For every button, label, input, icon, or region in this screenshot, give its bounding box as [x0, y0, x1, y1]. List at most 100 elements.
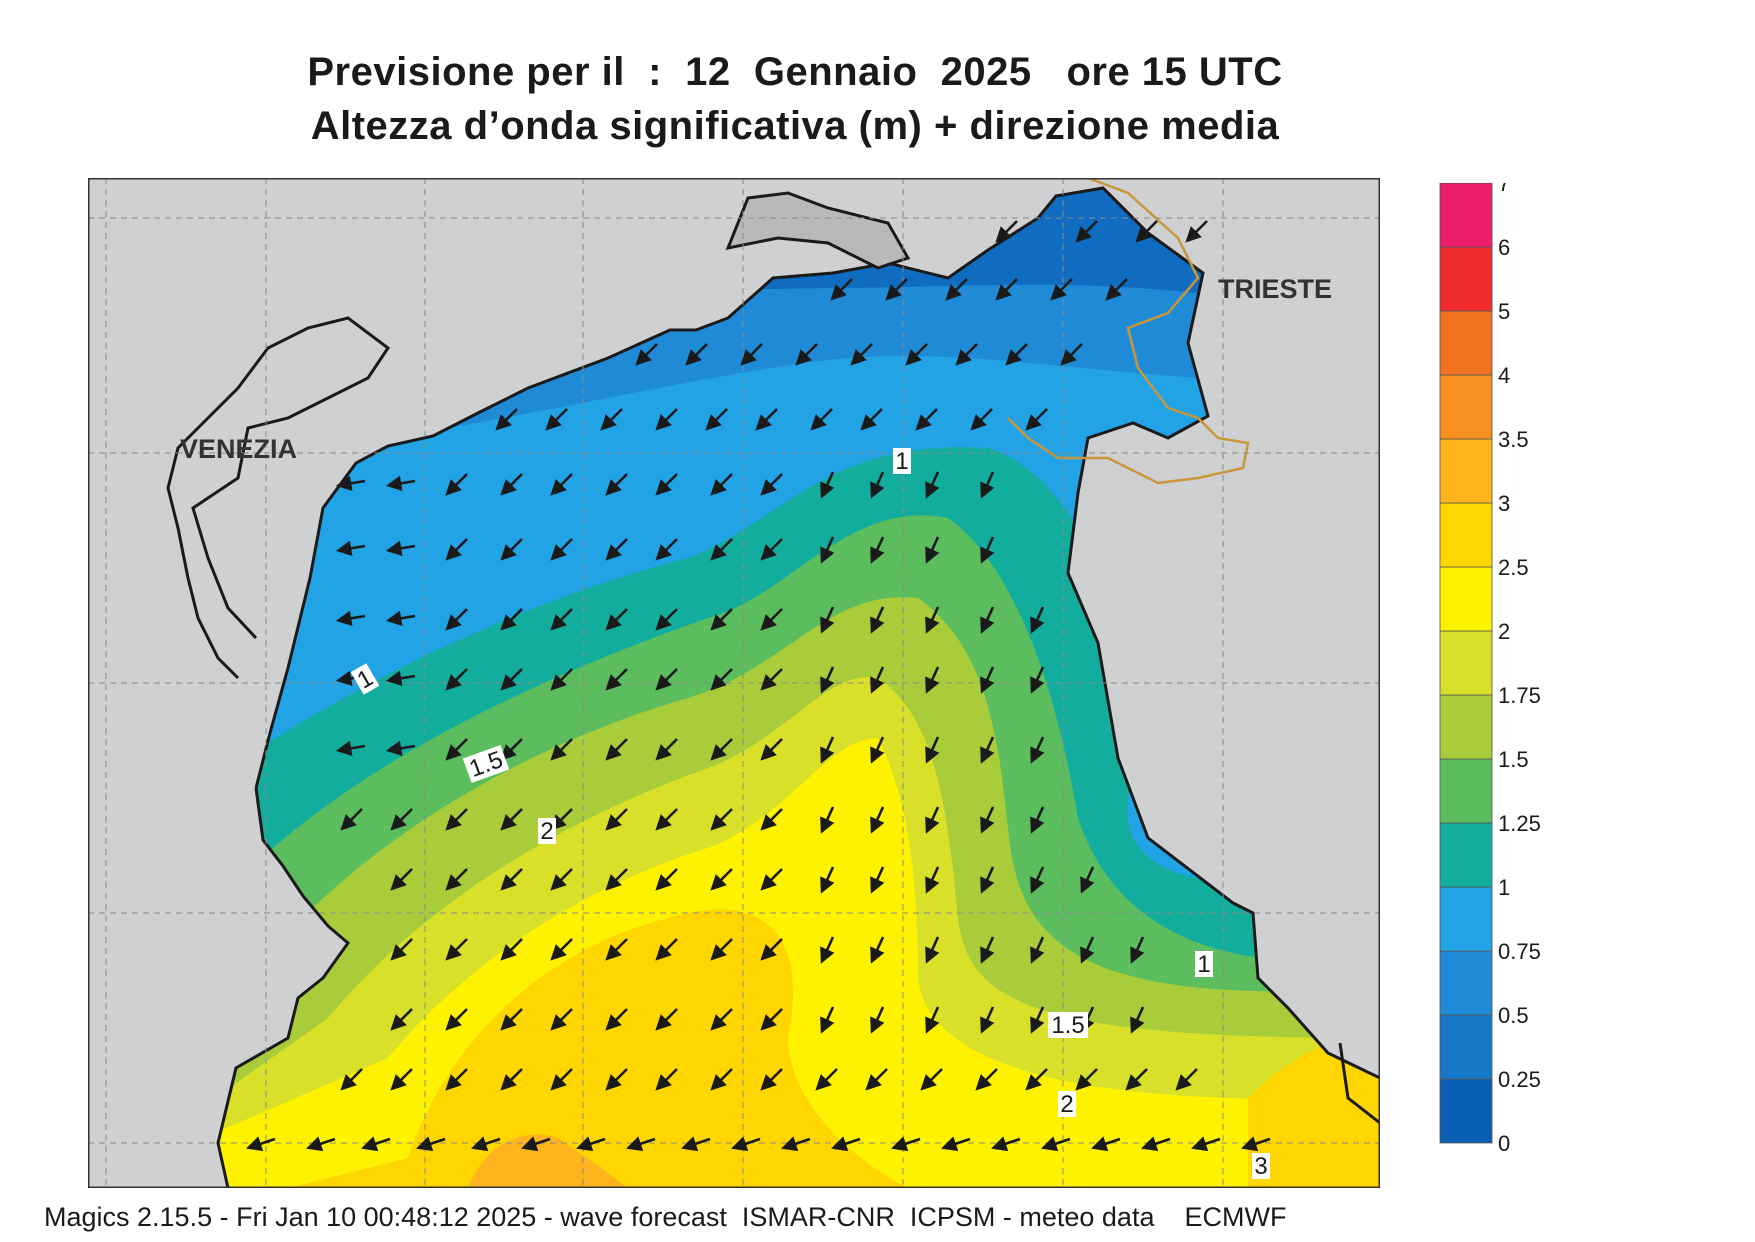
wave-direction-arrow	[731, 1136, 761, 1152]
wave-direction-arrow	[1080, 866, 1095, 894]
wave-direction-arrow	[1105, 278, 1128, 301]
legend-level-label: 3.5	[1498, 427, 1529, 452]
wave-direction-arrow	[980, 666, 995, 694]
map-frame	[88, 178, 1380, 1188]
wave-direction-arrow	[471, 1136, 501, 1152]
wave-direction-arrow	[995, 278, 1018, 301]
wave-direction-arrow	[576, 1136, 606, 1152]
wave-direction-arrow	[870, 866, 885, 894]
wave-direction-arrow	[710, 868, 733, 891]
wave-direction-arrow	[1030, 606, 1045, 634]
contour-label-1-5-east: 1.5	[1051, 1012, 1084, 1039]
legend-level-label: 2.5	[1498, 555, 1529, 580]
wave-direction-arrow	[781, 1136, 811, 1152]
wave-direction-arrow	[655, 473, 678, 496]
wave-direction-arrow	[955, 343, 978, 366]
wave-direction-arrow	[760, 868, 783, 891]
contour-label-1-north: 1	[895, 448, 908, 475]
wave-direction-arrow	[830, 278, 853, 301]
wave-direction-arrow	[545, 408, 568, 431]
wave-direction-arrow	[626, 1136, 656, 1152]
contour-label-3: 3	[1254, 1153, 1267, 1180]
wave-direction-arrow	[980, 936, 995, 964]
wave-direction-arrow	[655, 538, 678, 561]
coastline-south	[216, 787, 351, 1188]
wave-direction-arrow	[655, 868, 678, 891]
wave-direction-arrow	[710, 1008, 733, 1031]
legend-box	[1439, 566, 1493, 632]
wave-direction-arrow	[1030, 1006, 1045, 1034]
color-scale-legend: 0 0.25 0.5 0.75 1 1.25 1.5 1.75 2 2.5 3 3.5 4 5 6 7	[1439, 183, 1540, 1156]
coastline-east	[1338, 1042, 1380, 1125]
legend-box	[1439, 1014, 1493, 1080]
wave-direction-arrow	[605, 938, 628, 961]
wave-direction-arrow	[820, 806, 835, 834]
wave-direction-arrow	[390, 1068, 413, 1091]
forecast-subtitle: Altezza d’onda significativa (m) + direz…	[310, 104, 1280, 148]
wave-direction-arrow	[1025, 1068, 1048, 1091]
wave-direction-arrow	[605, 538, 628, 561]
legend-level-label: 4	[1498, 363, 1510, 388]
wave-direction-arrow	[1130, 936, 1145, 964]
wave-direction-arrow	[1060, 343, 1083, 366]
wave-direction-arrow	[385, 610, 416, 626]
wave-direction-arrow	[915, 408, 938, 431]
wave-direction-arrow	[920, 1068, 943, 1091]
wave-direction-arrow	[655, 408, 678, 431]
wave-direction-arrow	[655, 938, 678, 961]
wave-direction-arrow	[550, 938, 573, 961]
wave-direction-arrow	[870, 666, 885, 694]
wave-direction-arrow	[980, 536, 995, 564]
wave-direction-arrow	[600, 408, 623, 431]
legend-level-label: 7	[1498, 183, 1510, 196]
wave-direction-arrow	[550, 668, 573, 691]
legend-level-label: 0.5	[1498, 1003, 1529, 1028]
wave-direction-arrow	[385, 740, 416, 756]
wave-direction-arrow	[1241, 1136, 1271, 1152]
wave-direction-arrow	[975, 1068, 998, 1091]
wave-direction-arrow	[870, 936, 885, 964]
contour-label-2-west: 2	[540, 818, 553, 845]
wave-direction-arrow	[870, 736, 885, 764]
wave-direction-arrow	[416, 1136, 446, 1152]
wave-direction-arrow	[340, 808, 363, 831]
wave-direction-arrow	[500, 608, 523, 631]
legend-box	[1439, 886, 1493, 952]
wave-direction-arrow	[710, 738, 733, 761]
legend-level-label: 0.25	[1498, 1067, 1540, 1092]
wave-direction-arrow	[1030, 736, 1045, 764]
wave-direction-arrow	[760, 538, 783, 561]
wave-direction-arrow	[870, 1006, 885, 1034]
wave-direction-arrow	[550, 738, 573, 761]
wave-direction-arrow	[941, 1136, 971, 1152]
wave-direction-arrow	[500, 868, 523, 891]
wave-direction-arrow	[1075, 1068, 1098, 1091]
wave-direction-arrow	[655, 1068, 678, 1091]
wave-direction-arrow	[340, 1068, 363, 1091]
wave-direction-arrow	[390, 808, 413, 831]
wave-direction-arrow	[820, 936, 835, 964]
wave-direction-arrow	[500, 808, 523, 831]
wave-direction-arrow	[605, 1008, 628, 1031]
wave-direction-arrow	[445, 538, 468, 561]
wave-direction-arrow	[710, 608, 733, 631]
wave-direction-arrow	[760, 808, 783, 831]
wave-direction-arrow	[710, 808, 733, 831]
wave-direction-arrow	[710, 538, 733, 561]
wave-direction-arrow	[550, 1008, 573, 1031]
wave-direction-arrow	[865, 1068, 888, 1091]
wave-direction-arrow	[945, 278, 968, 301]
legend-level-label: 3	[1498, 491, 1510, 516]
wave-direction-arrow	[1080, 936, 1095, 964]
wave-direction-arrow	[500, 668, 523, 691]
wave-direction-arrow	[500, 738, 523, 761]
legend-level-label: 0.75	[1498, 939, 1540, 964]
wave-direction-arrow	[635, 343, 658, 366]
wave-direction-arrow	[1135, 220, 1158, 243]
wave-direction-arrow	[1191, 1136, 1221, 1152]
legend-level-label: 1.25	[1498, 811, 1540, 836]
wave-direction-arrow	[1030, 806, 1045, 834]
forecast-title: Previsione per il : 12 Gennaio 2025 ore …	[307, 50, 1283, 94]
wave-direction-arrow	[1030, 936, 1045, 964]
wave-direction-arrow	[710, 1068, 733, 1091]
